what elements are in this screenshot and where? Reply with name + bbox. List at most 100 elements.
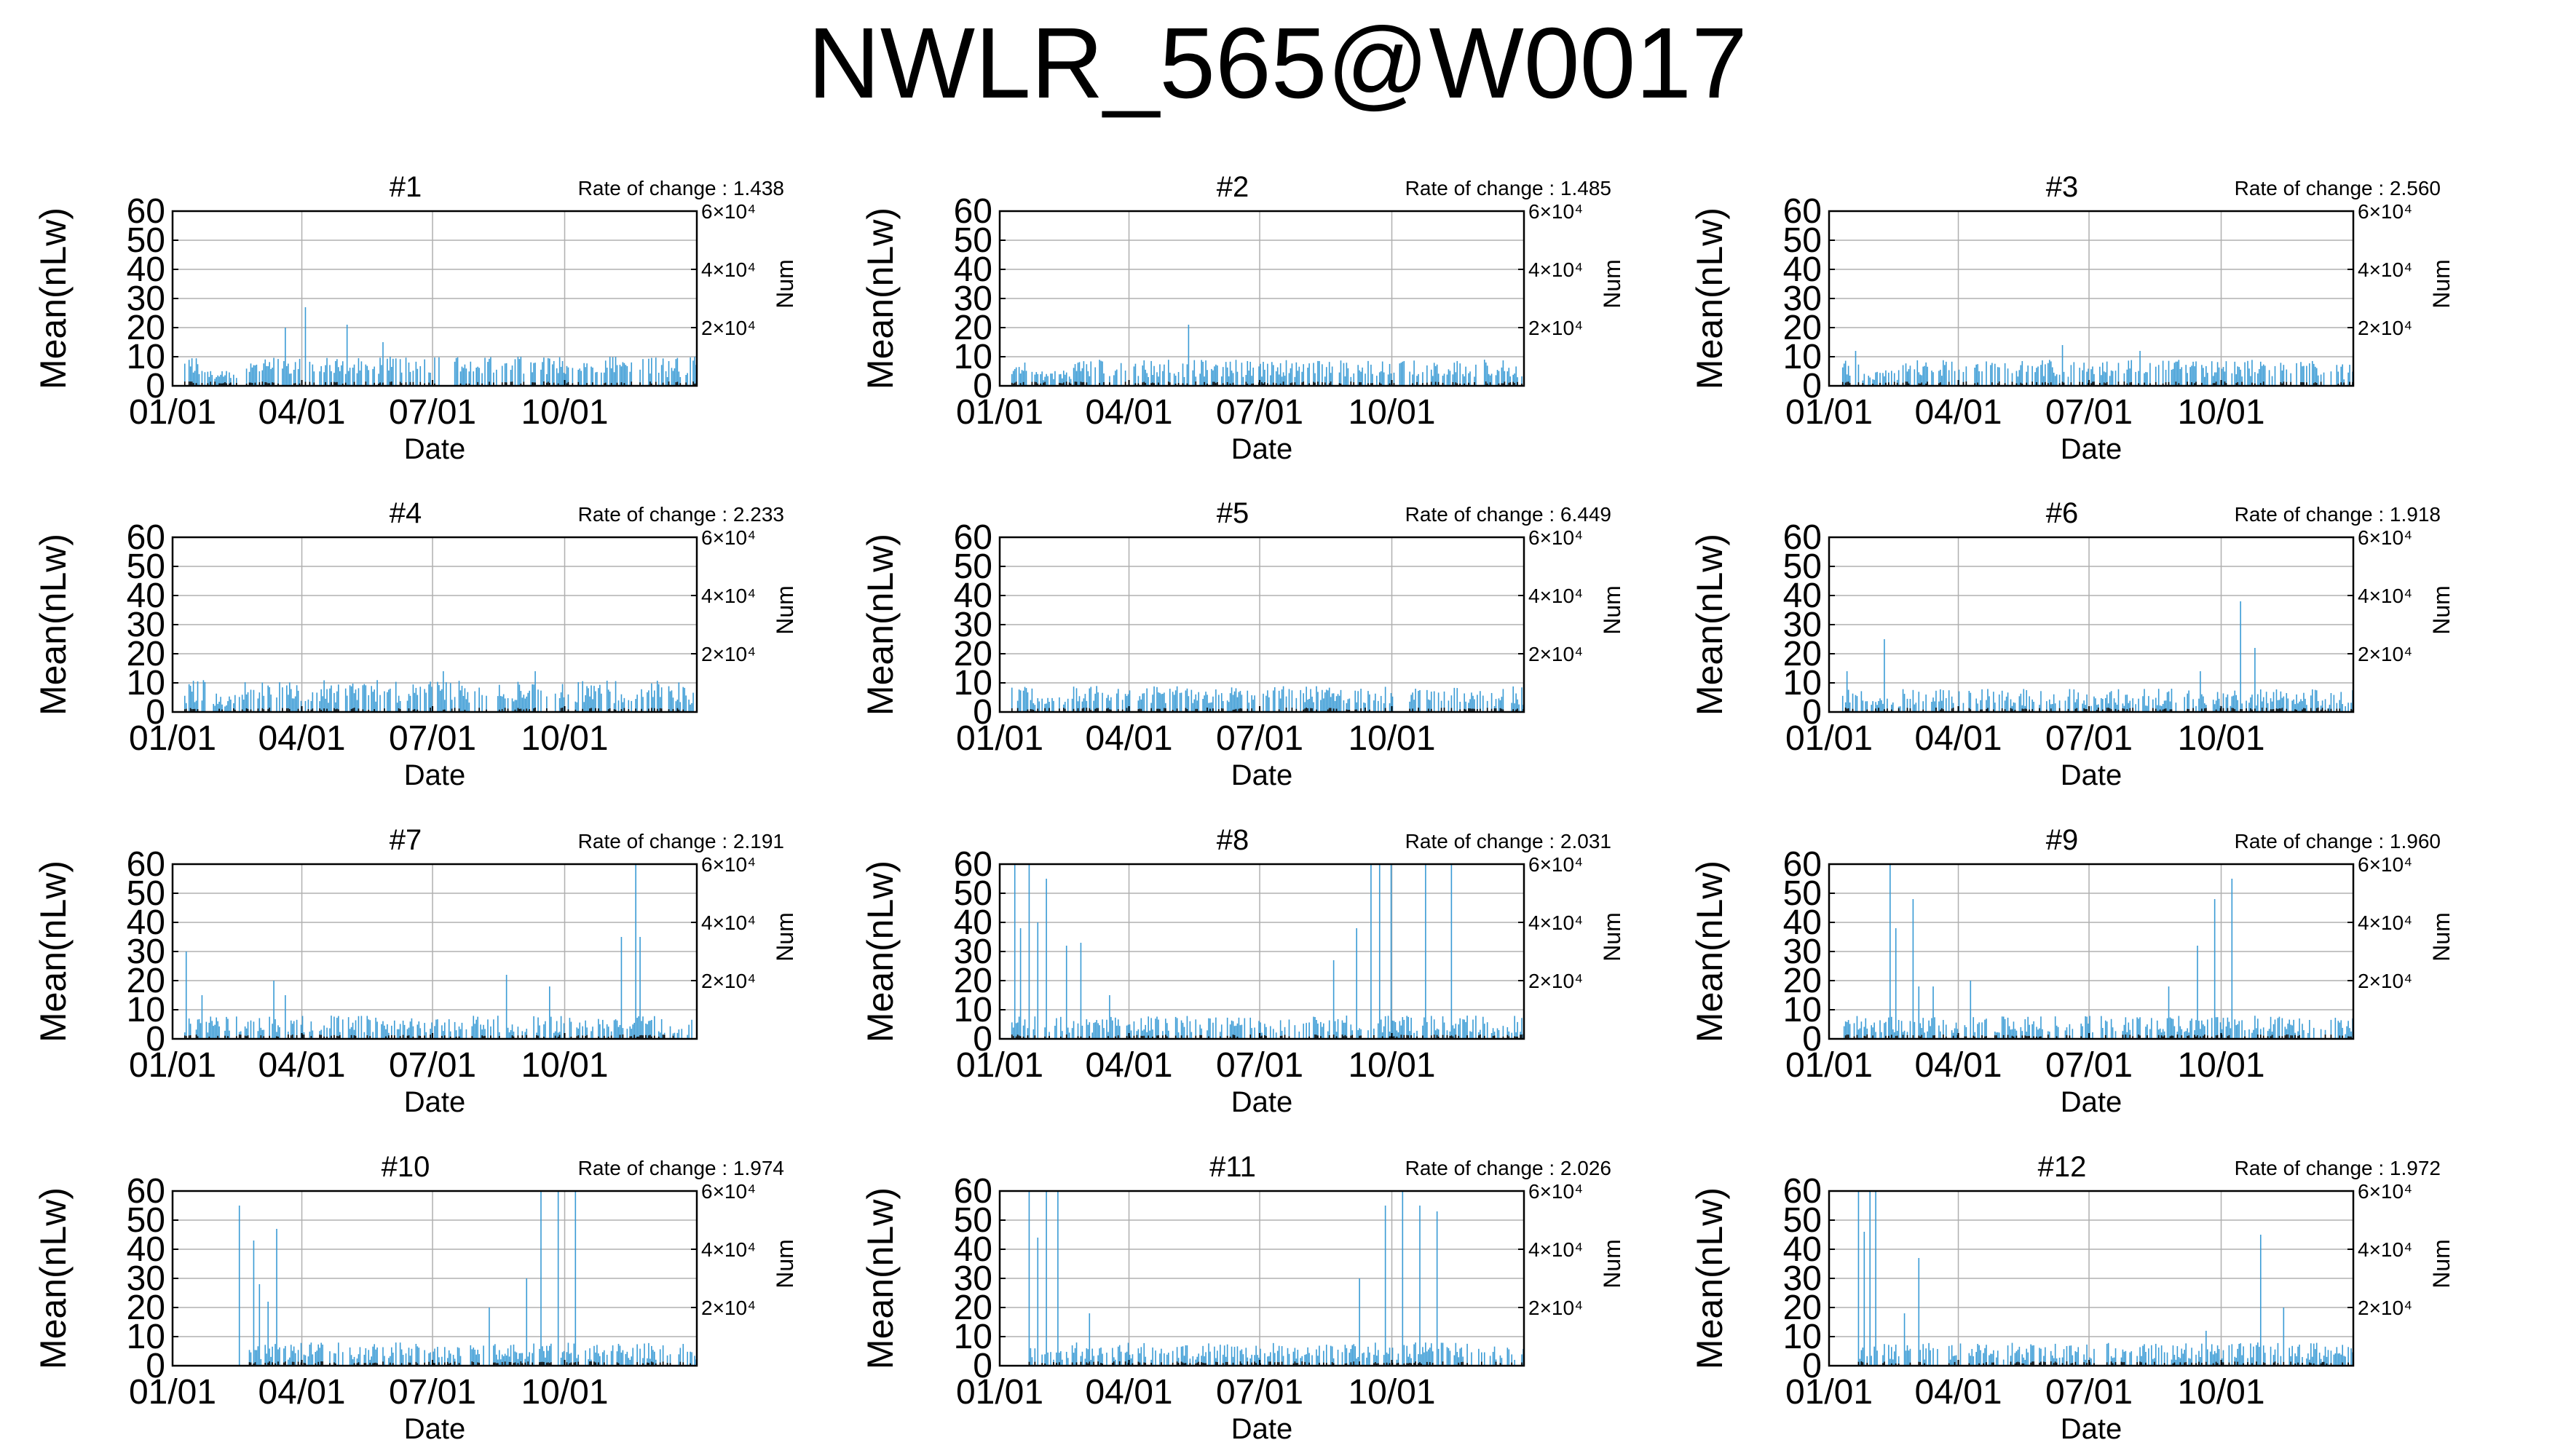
y-tick-label: 50 [954, 1201, 992, 1240]
y2-axis-label: Num [2428, 1239, 2455, 1289]
x-tick-label: 04/01 [1085, 1373, 1172, 1412]
y2-tick-label: 6×10⁴ [701, 853, 756, 876]
x-tick-label: 07/01 [2045, 393, 2133, 432]
y-tick-label: 60 [127, 192, 165, 231]
y-tick-label: 10 [127, 991, 165, 1029]
y-axis-label: Mean(nLw) [860, 207, 901, 389]
y-tick-label: 30 [954, 1259, 992, 1298]
y2-tick-label: 4×10⁴ [701, 585, 756, 607]
y-tick-label: 30 [127, 1259, 165, 1298]
subplot-title: #8 [1217, 824, 1249, 856]
x-axis-label: Date [2061, 433, 2122, 465]
rate-of-change: Rate of change : 1.960 [2235, 830, 2441, 852]
x-tick-label: 04/01 [1914, 1046, 2002, 1085]
y2-axis-label: Num [772, 259, 798, 309]
y-tick-label: 20 [127, 635, 165, 673]
y-tick-label: 20 [954, 1289, 992, 1327]
x-axis-label: Date [2061, 1413, 2122, 1445]
y-tick-label: 50 [127, 874, 165, 913]
y-tick-label: 30 [127, 280, 165, 318]
y-tick-label: 10 [127, 1318, 165, 1356]
x-tick-label: 07/01 [2045, 1373, 2133, 1412]
y-tick-label: 50 [127, 547, 165, 586]
y-tick-label: 60 [954, 845, 992, 884]
y-tick-label: 0 [146, 1347, 165, 1385]
y-tick-label: 40 [127, 903, 165, 942]
y-axis-label: Mean(nLw) [860, 1187, 901, 1369]
y-tick-label: 0 [973, 693, 992, 732]
y2-tick-label: 2×10⁴ [701, 970, 756, 992]
y2-tick-label: 4×10⁴ [701, 1238, 756, 1261]
y-axis-label: Mean(nLw) [33, 207, 74, 389]
x-tick-label: 07/01 [389, 1373, 476, 1412]
y2-tick-label: 6×10⁴ [1528, 853, 1583, 876]
y-tick-label: 0 [973, 1347, 992, 1385]
x-axis-label: Date [1231, 759, 1293, 791]
y-tick-label: 40 [954, 903, 992, 942]
x-tick-label: 01/01 [1785, 719, 1873, 758]
x-tick-label: 10/01 [521, 1373, 608, 1412]
y-tick-label: 50 [954, 221, 992, 260]
y2-tick-label: 2×10⁴ [2358, 1297, 2412, 1319]
x-axis-label: Date [1231, 1086, 1293, 1118]
x-tick-label: 10/01 [2177, 1046, 2264, 1085]
y2-tick-label: 2×10⁴ [701, 317, 756, 339]
x-axis-label: Date [404, 433, 466, 465]
y2-tick-label: 6×10⁴ [701, 200, 756, 223]
y-tick-label: 0 [1802, 693, 1822, 732]
x-tick-label: 07/01 [1216, 719, 1303, 758]
y2-tick-label: 6×10⁴ [2358, 1180, 2412, 1203]
y-tick-label: 60 [954, 1172, 992, 1211]
y2-tick-label: 2×10⁴ [701, 643, 756, 665]
rate-of-change: Rate of change : 2.191 [578, 830, 784, 852]
x-axis-label: Date [2061, 1086, 2122, 1118]
x-tick-label: 07/01 [2045, 1046, 2133, 1085]
x-tick-label: 07/01 [2045, 719, 2133, 758]
rate-of-change: Rate of change : 1.972 [2235, 1157, 2441, 1179]
y-tick-label: 40 [1783, 250, 1822, 289]
x-tick-label: 01/01 [956, 719, 1043, 758]
y-axis-label: Mean(nLw) [860, 534, 901, 716]
y-tick-label: 40 [954, 577, 992, 615]
y2-tick-label: 4×10⁴ [2358, 258, 2412, 281]
x-tick-label: 10/01 [521, 719, 608, 758]
y2-axis-label: Num [772, 912, 798, 962]
y-tick-label: 60 [127, 1172, 165, 1211]
subplot-title: #12 [2038, 1151, 2087, 1183]
figure-title: NWLR_565@W0017 [807, 7, 1748, 119]
y2-tick-label: 6×10⁴ [2358, 853, 2412, 876]
y-tick-label: 20 [1783, 635, 1822, 673]
x-tick-label: 04/01 [1085, 393, 1172, 432]
y2-tick-label: 4×10⁴ [1528, 585, 1583, 607]
x-tick-label: 10/01 [2177, 719, 2264, 758]
rate-of-change: Rate of change : 2.233 [578, 503, 784, 526]
x-tick-label: 07/01 [389, 719, 476, 758]
x-tick-label: 07/01 [389, 1046, 476, 1085]
y-tick-label: 60 [1783, 518, 1822, 557]
y-tick-label: 30 [1783, 933, 1822, 971]
y2-tick-label: 4×10⁴ [2358, 1238, 2412, 1261]
y2-axis-label: Num [2428, 259, 2455, 309]
x-tick-label: 01/01 [1785, 393, 1873, 432]
rate-of-change: Rate of change : 1.974 [578, 1157, 784, 1179]
y2-tick-label: 2×10⁴ [2358, 970, 2412, 992]
y-tick-label: 30 [1783, 1259, 1822, 1298]
x-tick-label: 04/01 [1914, 719, 2002, 758]
x-axis-label: Date [2061, 759, 2122, 791]
x-tick-label: 04/01 [1914, 393, 2002, 432]
y-tick-label: 50 [1783, 221, 1822, 260]
y2-axis-label: Num [772, 585, 798, 635]
subplot-title: #2 [1217, 171, 1249, 203]
x-tick-label: 10/01 [1348, 1046, 1435, 1085]
y2-tick-label: 2×10⁴ [1528, 970, 1583, 992]
y-tick-label: 10 [1783, 338, 1822, 376]
rate-of-change: Rate of change : 2.031 [1405, 830, 1611, 852]
y-tick-label: 20 [1783, 309, 1822, 347]
y2-axis-label: Num [772, 1239, 798, 1289]
y2-axis-label: Num [1599, 585, 1625, 635]
x-axis-label: Date [1231, 1413, 1293, 1445]
y-tick-label: 0 [1802, 367, 1822, 405]
y-tick-label: 50 [1783, 547, 1822, 586]
y-tick-label: 40 [954, 1230, 992, 1269]
